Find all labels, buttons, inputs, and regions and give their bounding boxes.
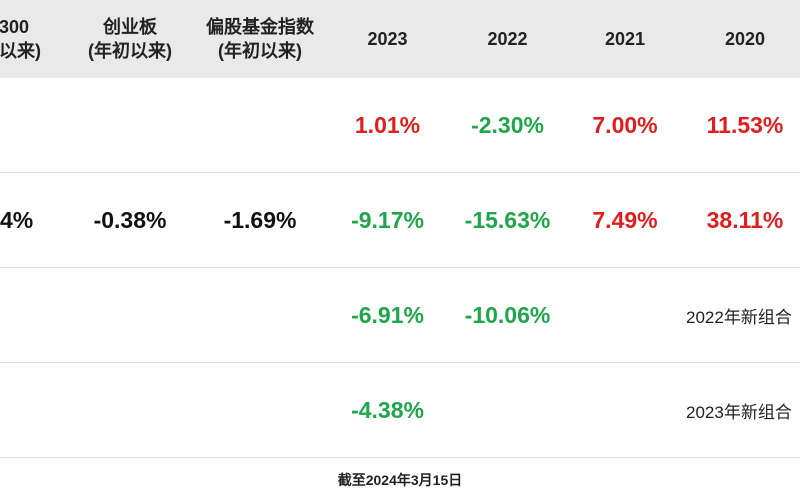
row2-2021: 7.49%: [592, 206, 658, 233]
row3-2023: -6.91%: [351, 301, 424, 328]
header-chinext-line1: 创业板: [103, 17, 157, 37]
row4-new-portfolio-note: 2023年新组合: [686, 402, 792, 422]
header-csi300-line1: 300: [0, 17, 30, 37]
header-2022: 2022: [487, 29, 528, 49]
header-equity-fund-line2: (年初以来): [218, 41, 302, 61]
header-2023: 2023: [367, 29, 408, 49]
row2-2020: 38.11%: [706, 206, 784, 233]
row1-2021: 7.00%: [592, 111, 658, 138]
row1-2020: 11.53%: [706, 111, 784, 138]
row1-2022: -2.30%: [471, 111, 544, 138]
header-2020: 2020: [724, 29, 766, 49]
row2-2023: -9.17%: [351, 206, 424, 233]
header-equity-fund-line1: 偏股基金指数: [206, 17, 314, 37]
header-chinext-line2: (年初以来): [88, 41, 172, 61]
row4-2023: -4.38%: [351, 396, 424, 423]
header-chinext: 创业板 (年初以来): [70, 0, 190, 78]
header-equity-fund-index: 偏股基金指数 (年初以来): [195, 0, 325, 78]
row2-chinext: -0.38%: [93, 206, 167, 233]
table-header: 300 以来) 创业板 (年初以来) 偏股基金指数 (年初以来) 2023 20…: [0, 0, 800, 78]
row3-new-portfolio-note: 2022年新组合: [686, 307, 792, 327]
row-divider: [0, 362, 800, 363]
row2-equity-fund: -1.69%: [223, 206, 297, 233]
row2-csi300-value: 4%: [0, 206, 34, 233]
row-divider: [0, 267, 800, 268]
header-2021: 2021: [604, 29, 646, 49]
row1-2023: 1.01%: [354, 111, 421, 138]
row-divider: [0, 172, 800, 173]
row2-csi300: 4%: [0, 173, 50, 267]
row3-2022: -10.06%: [464, 301, 551, 328]
row2-2022: -15.63%: [464, 206, 551, 233]
row-divider: [0, 457, 800, 458]
as-of-date: 截至2024年3月15日: [337, 472, 463, 488]
header-csi300-line2: 以来): [0, 41, 41, 61]
header-csi300: 300 以来): [0, 0, 50, 78]
